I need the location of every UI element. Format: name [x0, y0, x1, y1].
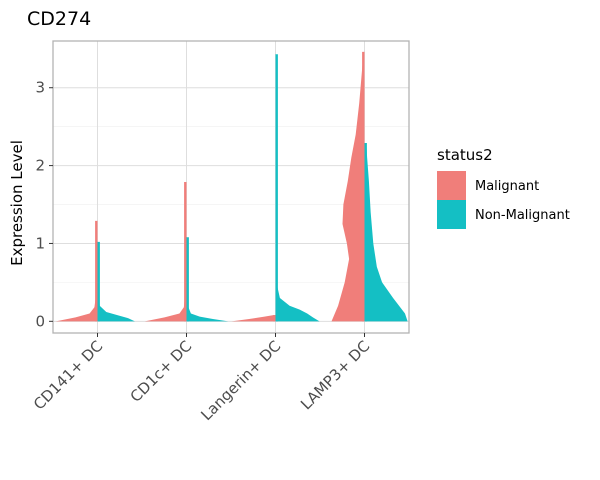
y-axis: 0 1 2 3 — [35, 79, 53, 330]
violin-malignant-3 — [331, 51, 365, 322]
x-tick-label: LAMP3+ DC — [297, 337, 373, 413]
y-tick-label: 2 — [35, 157, 45, 175]
violin-non-malignant-2 — [275, 54, 320, 322]
legend: status2 Malignant Non-Malignant — [437, 146, 570, 229]
violins — [55, 51, 408, 322]
chart-title: CD274 — [27, 8, 91, 30]
x-tick-label: CD1c+ DC — [127, 337, 196, 406]
violin-non-malignant-1 — [186, 237, 229, 322]
x-tick-label: Langerin+ DC — [197, 337, 284, 424]
legend-label: Non-Malignant — [475, 208, 570, 223]
y-tick-label: 3 — [35, 79, 45, 97]
violin-malignant-1 — [144, 181, 187, 322]
y-tick-label: 0 — [35, 312, 45, 330]
violin-non-malignant-3 — [364, 143, 408, 322]
x-axis: CD141+ DC CD1c+ DC Langerin+ DC LAMP3+ DC — [30, 333, 373, 424]
y-tick-label: 1 — [35, 234, 45, 252]
legend-label: Malignant — [475, 179, 539, 194]
y-axis-title: Expression Level — [8, 140, 26, 266]
violin-non-malignant-0 — [97, 241, 135, 322]
legend-key-0 — [437, 171, 466, 200]
violin-malignant-2 — [231, 315, 276, 322]
legend-title: status2 — [437, 146, 493, 164]
violin-malignant-0 — [55, 220, 98, 322]
x-tick-label: CD141+ DC — [30, 337, 106, 413]
panel-border — [52, 40, 410, 334]
legend-key-1 — [437, 200, 466, 229]
